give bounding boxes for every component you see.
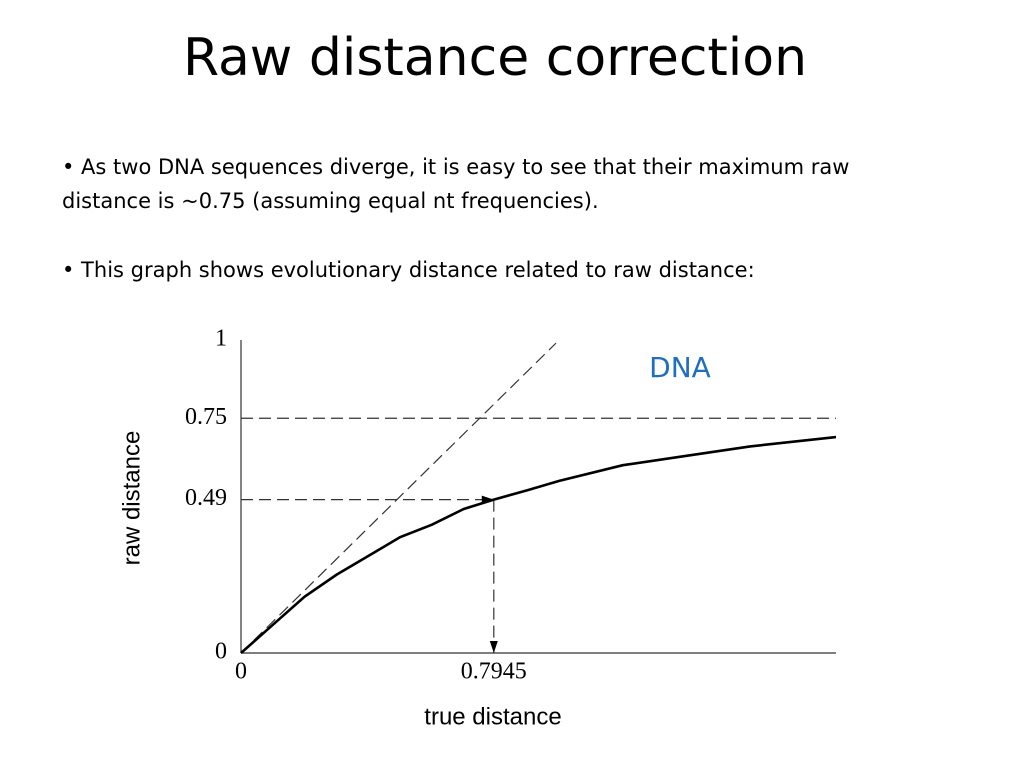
x-axis-title: true distance	[424, 703, 561, 730]
x-tick-label: 0	[235, 659, 247, 685]
bullet: • As two DNA sequences diverge, it is ea…	[62, 155, 850, 213]
slide-title: Raw distance correction	[182, 28, 808, 88]
y-tick-label: 0	[215, 639, 227, 665]
x-tick-label: 0.7945	[461, 659, 527, 685]
y-tick-label: 1	[215, 326, 227, 352]
y-tick-label: 0.75	[185, 404, 227, 430]
data-line	[240, 435, 837, 654]
bullet: • This graph shows evolutionary distance…	[62, 258, 755, 282]
y-tick-label: 0.49	[185, 485, 227, 511]
y-axis-title: raw distance	[118, 431, 145, 566]
annotation: DNA	[649, 351, 711, 384]
diagonal-line	[240, 342, 557, 654]
arrowhead	[489, 641, 498, 653]
